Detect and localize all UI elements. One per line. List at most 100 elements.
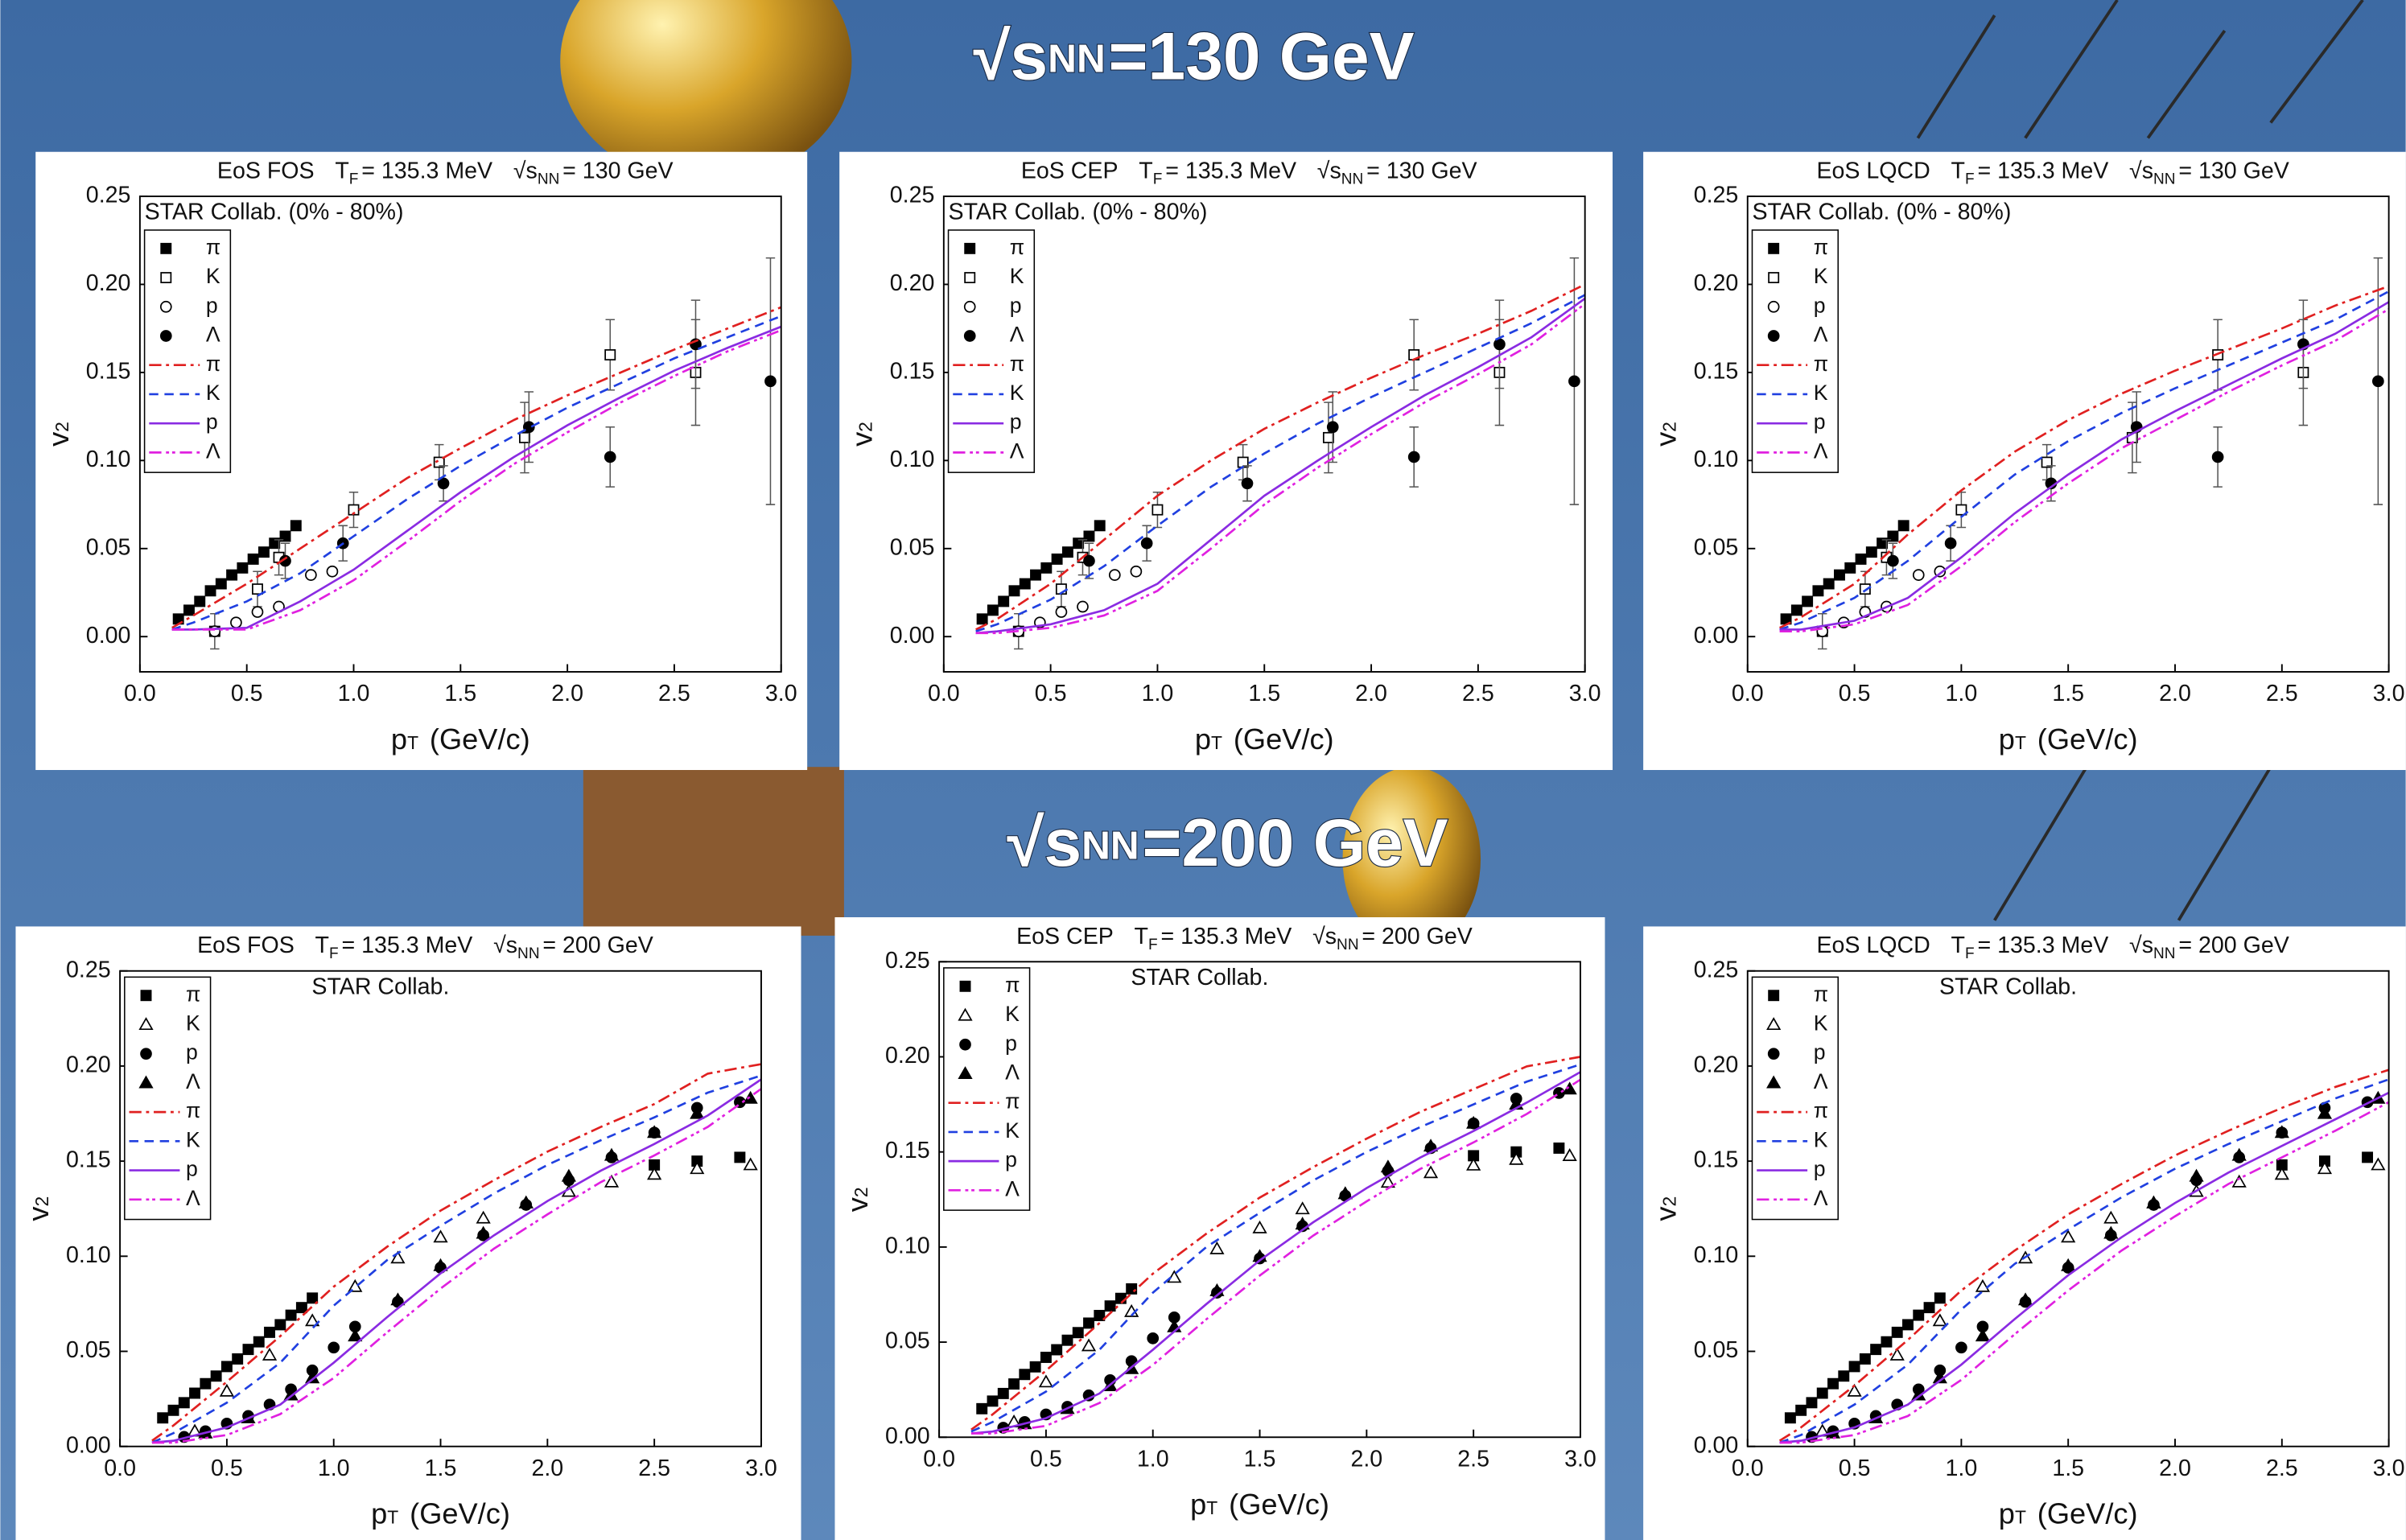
data-point — [2189, 1168, 2204, 1182]
data-point — [1887, 530, 1899, 542]
legend-label: π — [206, 235, 220, 259]
data-point — [647, 1167, 662, 1180]
data-point — [1934, 1292, 1946, 1304]
data-point — [1061, 546, 1073, 558]
data-point — [1934, 565, 1947, 578]
data-point — [178, 1397, 190, 1409]
legend-label: π — [1005, 973, 1020, 997]
data-point — [1932, 1313, 1947, 1327]
data-point — [1802, 595, 1814, 607]
x-axis-label: pT (GeV/c) — [391, 722, 530, 755]
data-point — [1889, 1347, 1905, 1361]
data-point — [433, 456, 445, 468]
legend-marker — [138, 1075, 154, 1089]
model-line — [171, 306, 781, 629]
subscript: F — [1148, 937, 1158, 953]
x-tick-label: 1.5 — [425, 1456, 457, 1481]
data-point — [647, 1125, 662, 1139]
chart-title: EoS FOS TF = 135.3 MeV √sNN = 200 GeV — [197, 933, 653, 962]
annotation: STAR Collab. (0% - 80%) — [1752, 200, 2011, 225]
text-part: √s — [1317, 158, 1341, 183]
legend-label: π — [186, 982, 200, 1006]
text-part: p — [1999, 722, 2015, 755]
data-point — [1019, 1369, 1031, 1381]
text-part: = 130 GeV — [2178, 158, 2289, 183]
x-tick-label: 2.5 — [1457, 1446, 1489, 1472]
y-axis-label: v2 — [841, 1187, 874, 1212]
model-line — [1779, 1101, 2389, 1444]
text-part: p — [371, 1497, 387, 1530]
data-point — [1038, 1374, 1054, 1388]
y-tick-label: 0.20 — [885, 1043, 930, 1069]
y-tick-label: 0.15 — [885, 1138, 930, 1163]
text-part: √s — [2129, 158, 2153, 183]
data-point — [997, 1387, 1009, 1399]
text-part: (GeV/c) — [402, 1497, 510, 1530]
data-point — [326, 565, 339, 578]
data-point — [279, 530, 291, 542]
y-tick-label: 0.15 — [1694, 358, 1739, 384]
data-point — [219, 1383, 235, 1397]
text-part: =200 GeV — [1143, 805, 1448, 880]
legend-label: K — [1814, 1127, 1828, 1151]
x-tick-label: 0.5 — [1030, 1446, 1062, 1472]
subscript: 2 — [31, 1196, 52, 1207]
text-part: p — [1195, 722, 1211, 755]
text-part: T — [1135, 923, 1148, 949]
text-part: EoS FOS — [197, 933, 295, 958]
text-part: v — [41, 432, 74, 447]
data-point — [2146, 1195, 2161, 1209]
data-point — [1055, 606, 1068, 618]
data-point — [1295, 1201, 1310, 1215]
subscript: 2 — [855, 422, 876, 432]
x-tick-label: 0.0 — [124, 681, 156, 706]
data-point — [976, 613, 988, 625]
y-tick-label: 0.05 — [86, 534, 131, 560]
subscript: T — [1211, 732, 1222, 753]
model-line — [1779, 1078, 2389, 1444]
data-point — [1077, 600, 1089, 613]
model-line — [975, 303, 1585, 635]
data-point — [2231, 1174, 2247, 1188]
data-point — [1881, 1336, 1893, 1348]
data-point — [1061, 1334, 1073, 1346]
data-point — [1887, 554, 1899, 567]
data-point — [1029, 1361, 1041, 1373]
legend-label: p — [206, 293, 218, 317]
legend-label: K — [206, 381, 220, 405]
model-line — [151, 1088, 761, 1444]
legend-label: K — [1010, 381, 1024, 405]
x-tick-label: 1.0 — [1946, 681, 1978, 706]
data-point — [1865, 546, 1877, 558]
slide-heading: √sNN=130 GeV — [973, 18, 1414, 93]
x-tick-label: 0.0 — [1732, 1456, 1764, 1481]
y-tick-label: 0.20 — [890, 270, 935, 296]
data-point — [2103, 1210, 2119, 1224]
y-tick-label: 0.15 — [890, 358, 935, 384]
data-point — [1030, 569, 1041, 581]
legend-label: π — [1010, 352, 1024, 376]
data-point — [1859, 583, 1871, 595]
y-tick-label: 0.00 — [1694, 623, 1739, 649]
y-tick-label: 0.25 — [66, 957, 111, 982]
data-point — [433, 1258, 448, 1271]
data-point — [2362, 1151, 2374, 1163]
x-tick-label: 0.0 — [928, 681, 960, 706]
data-point — [1877, 537, 1889, 550]
y-tick-label: 0.05 — [66, 1337, 111, 1363]
model-line — [1779, 290, 2389, 631]
x-tick-label: 0.5 — [211, 1456, 243, 1481]
text-part: = 135.3 MeV — [341, 933, 472, 958]
data-point — [2017, 1292, 2033, 1306]
x-tick-label: 0.5 — [231, 681, 263, 706]
model-line — [970, 1056, 1580, 1431]
legend-label: p — [1814, 1040, 1826, 1064]
data-point — [1790, 604, 1802, 616]
y-tick-label: 0.00 — [1694, 1432, 1739, 1458]
data-point — [1493, 338, 1506, 351]
x-tick-label: 1.0 — [1946, 1456, 1978, 1481]
text-part: √s — [2129, 933, 2153, 958]
